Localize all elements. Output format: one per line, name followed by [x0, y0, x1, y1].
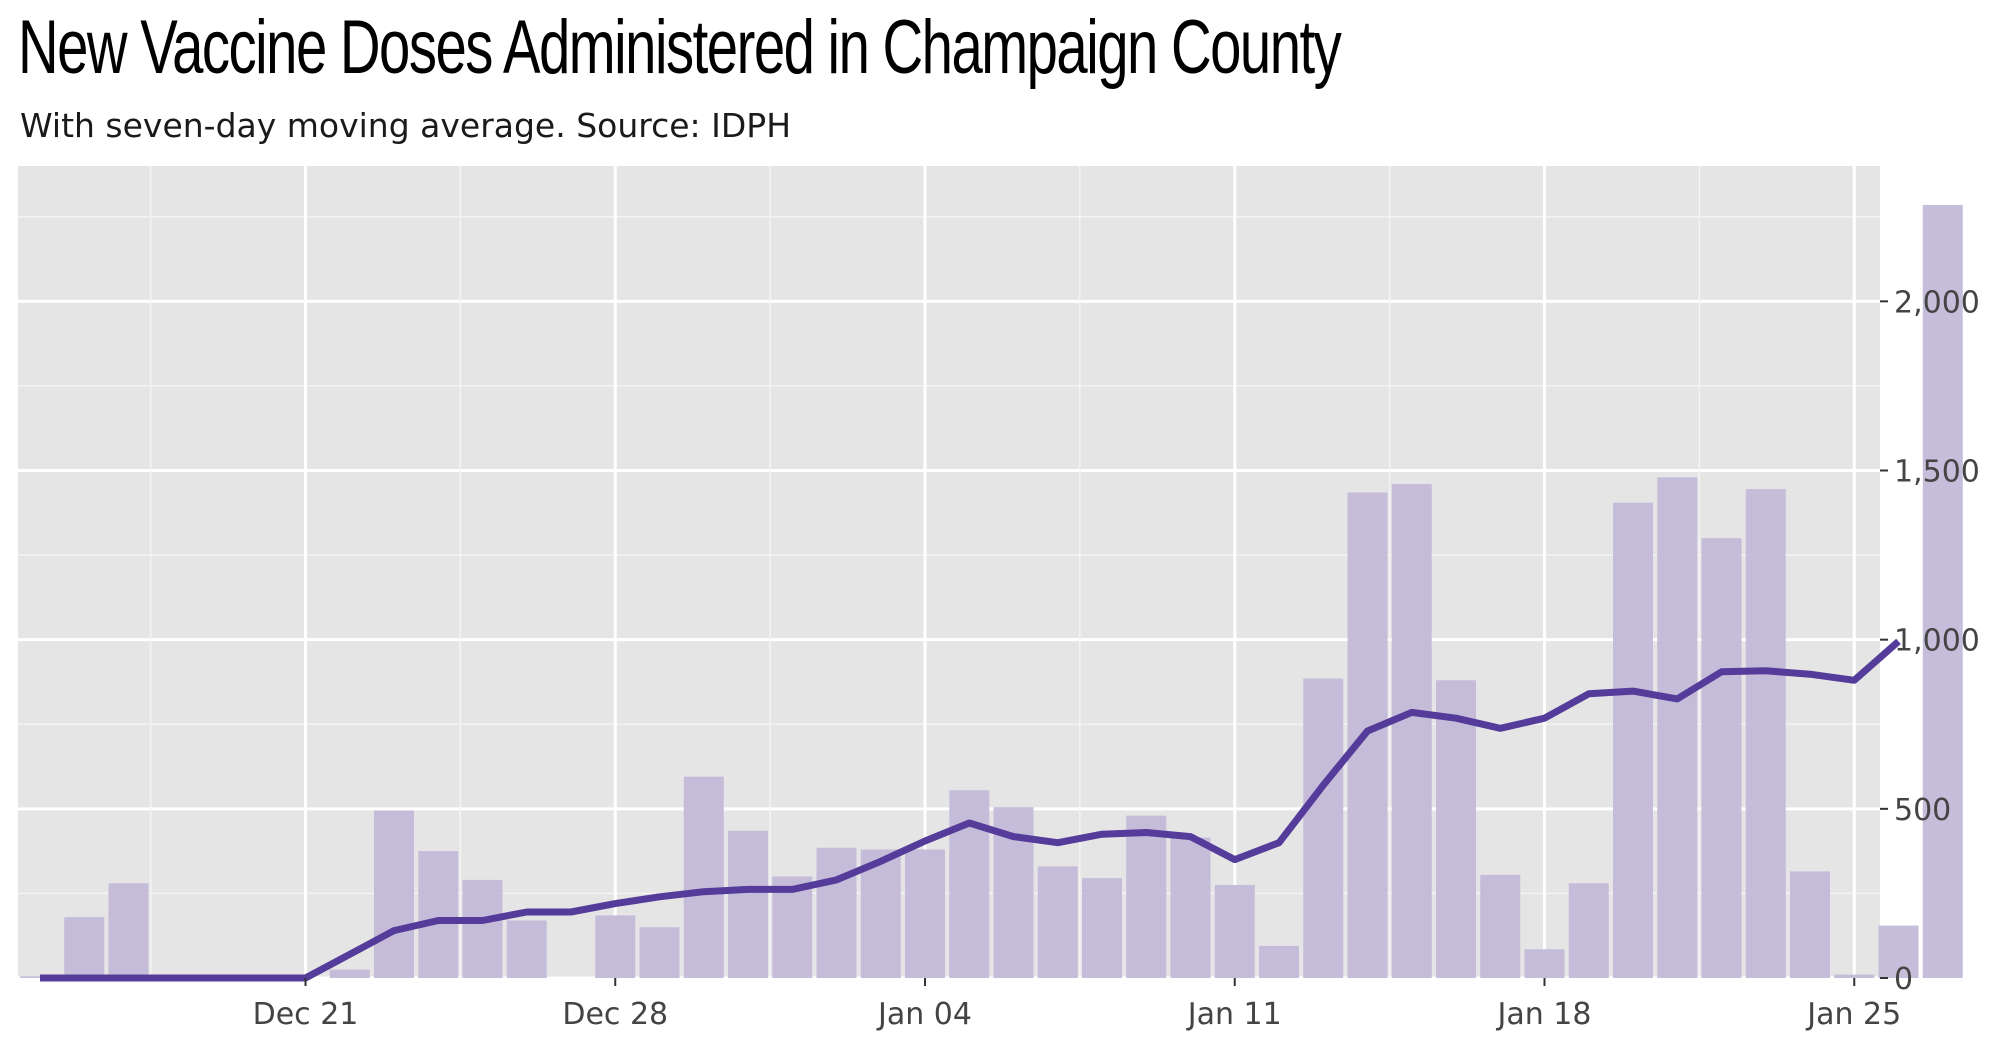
bar: [64, 917, 105, 978]
x-tick-label: Dec 21: [253, 997, 359, 1032]
x-tick-label: Jan 11: [1186, 997, 1282, 1032]
bar: [1745, 489, 1786, 978]
bar: [108, 883, 149, 978]
y-tick-label: 500: [1894, 793, 1951, 828]
bar: [1214, 884, 1255, 978]
bar: [1037, 866, 1078, 978]
y-tick-label: 1,500: [1894, 455, 1980, 490]
bar: [816, 847, 857, 978]
bar: [949, 790, 990, 978]
bar: [1568, 883, 1609, 978]
x-tick-label: Dec 28: [562, 997, 668, 1032]
bar: [1834, 974, 1875, 978]
bar: [1878, 925, 1919, 978]
bar: [374, 810, 414, 978]
bar: [1922, 204, 1963, 979]
bar: [1391, 484, 1432, 978]
y-tick-label: 1,000: [1894, 624, 1980, 659]
chart-title: New Vaccine Doses Administered in Champa…: [18, 5, 1342, 90]
plot-background: [18, 166, 1880, 978]
y-tick-label: 0: [1894, 962, 1913, 997]
bar: [1303, 678, 1344, 978]
bar: [728, 830, 768, 978]
bar: [1657, 477, 1698, 978]
bar: [1790, 871, 1830, 978]
moving-average-series: [40, 638, 1901, 982]
bar: [905, 849, 945, 978]
bar: [860, 849, 901, 978]
bar: [683, 776, 724, 978]
bar: [418, 851, 459, 978]
chart-subtitle: With seven-day moving average. Source: I…: [20, 106, 792, 145]
bar: [506, 920, 547, 978]
bar: [1524, 949, 1565, 978]
bar: [1126, 815, 1167, 978]
bar: [639, 927, 680, 978]
grid-lines: [18, 166, 1880, 980]
bar: [1259, 945, 1299, 978]
bar: [1170, 837, 1211, 978]
bar-series: [20, 204, 1963, 979]
bar: [1613, 502, 1653, 978]
y-tick-label: 2,000: [1894, 285, 1980, 320]
bar: [1701, 538, 1742, 978]
x-tick-label: Jan 25: [1805, 997, 1901, 1032]
bar: [1436, 680, 1476, 978]
plot-panel: [18, 166, 1880, 978]
bar: [772, 876, 813, 978]
x-tick-label: Jan 18: [1496, 997, 1592, 1032]
moving-average-line: [40, 638, 1901, 982]
bar: [462, 879, 503, 978]
x-tick-label: Jan 04: [876, 997, 972, 1032]
bar: [1480, 874, 1521, 978]
bar: [595, 915, 636, 978]
bar: [329, 969, 370, 978]
axes: 0 500 1,000 1,500 2,000 Dec 21 Dec 28 Jan 04 Jan…: [253, 285, 1980, 1032]
bar: [1082, 878, 1122, 978]
